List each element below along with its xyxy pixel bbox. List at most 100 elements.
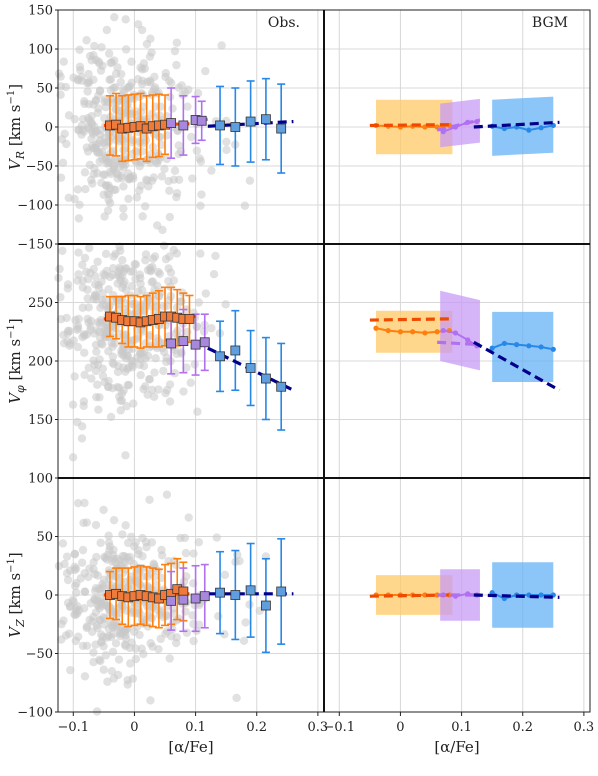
scatter-point bbox=[97, 630, 106, 639]
scatter-point bbox=[194, 537, 204, 547]
scatter-point bbox=[104, 382, 113, 392]
scatter-point bbox=[190, 360, 199, 369]
scatter-point bbox=[75, 200, 84, 210]
scatter-point bbox=[101, 152, 110, 161]
scatter-point bbox=[77, 558, 87, 567]
scatter-point bbox=[196, 249, 205, 258]
scatter-point bbox=[196, 157, 206, 166]
marker-blue bbox=[245, 116, 256, 127]
scatter-point bbox=[90, 569, 100, 579]
scatter-point bbox=[145, 374, 154, 384]
scatter-point bbox=[96, 339, 106, 348]
scatter-point bbox=[189, 549, 198, 558]
scatter-point bbox=[60, 129, 69, 139]
scatter-point bbox=[153, 148, 163, 158]
scatter-point bbox=[154, 644, 163, 654]
x-tick-label: 0 bbox=[130, 720, 138, 735]
scatter-point bbox=[114, 361, 123, 371]
scatter-point bbox=[138, 212, 147, 221]
scatter-point bbox=[149, 392, 159, 401]
scatter-point bbox=[209, 269, 219, 279]
scatter-point bbox=[201, 289, 211, 298]
scatter-point bbox=[156, 634, 165, 644]
scatter-point bbox=[143, 296, 153, 305]
scatter-point bbox=[120, 552, 129, 561]
scatter-point bbox=[136, 181, 146, 191]
scatter-point bbox=[182, 572, 191, 581]
scatter-point bbox=[135, 630, 144, 640]
scatter-point bbox=[83, 274, 93, 284]
scatter-point bbox=[99, 505, 108, 515]
scatter-point bbox=[131, 146, 141, 156]
scatter-point bbox=[123, 680, 132, 689]
scatter-point bbox=[69, 73, 78, 82]
marker-purple bbox=[178, 336, 189, 347]
scatter-point bbox=[116, 77, 125, 87]
scatter-point bbox=[74, 126, 83, 135]
scatter-point bbox=[179, 387, 188, 396]
scatter-point bbox=[165, 92, 175, 102]
marker-blue bbox=[276, 123, 287, 134]
scatter-point bbox=[57, 619, 66, 629]
scatter-point bbox=[161, 68, 171, 78]
x-axis-label: [α/Fe] bbox=[168, 738, 213, 756]
scatter-point bbox=[56, 173, 66, 182]
scatter-point bbox=[73, 276, 82, 285]
scatter-point bbox=[113, 170, 122, 179]
marker-blue bbox=[261, 600, 271, 611]
scatter-point bbox=[109, 515, 119, 525]
scatter-point bbox=[141, 250, 151, 259]
scatter-point bbox=[87, 111, 96, 121]
model-point-orange_line bbox=[385, 327, 391, 334]
scatter-point bbox=[127, 57, 136, 66]
scatter-point bbox=[131, 538, 140, 547]
scatter-point bbox=[63, 284, 73, 293]
x-tick-label: 0.1 bbox=[451, 720, 472, 735]
scatter-point bbox=[90, 291, 100, 301]
scatter-point bbox=[82, 78, 92, 88]
scatter-point bbox=[222, 145, 231, 155]
scatter-point bbox=[102, 25, 112, 35]
scatter-point bbox=[154, 385, 163, 394]
scatter-point bbox=[164, 276, 173, 286]
scatter-point bbox=[58, 158, 68, 168]
scatter-point bbox=[98, 295, 107, 305]
scatter-point bbox=[133, 20, 143, 29]
scatter-point bbox=[194, 298, 204, 307]
scatter-point bbox=[89, 648, 98, 657]
scatter-point bbox=[245, 176, 255, 185]
scatter-point bbox=[63, 575, 73, 585]
scatter-point bbox=[98, 371, 108, 381]
scatter-point bbox=[78, 545, 88, 555]
scatter-point bbox=[128, 267, 138, 276]
scatter-point bbox=[80, 370, 89, 380]
y-tick-label: −150 bbox=[17, 238, 53, 253]
scatter-point bbox=[86, 322, 95, 331]
scatter-point bbox=[89, 657, 98, 667]
scatter-point bbox=[99, 665, 108, 674]
scatter-point bbox=[62, 552, 72, 561]
scatter-point bbox=[121, 367, 130, 376]
y-tick-label: −50 bbox=[26, 647, 53, 662]
scatter-point bbox=[90, 41, 99, 51]
scatter-point bbox=[95, 393, 104, 402]
scatter-point bbox=[100, 170, 110, 179]
scatter-point bbox=[109, 83, 118, 93]
scatter-point bbox=[92, 347, 101, 356]
scatter-point bbox=[110, 13, 119, 22]
scatter-point bbox=[80, 568, 89, 578]
scatter-point bbox=[136, 370, 145, 380]
scatter-point bbox=[78, 283, 87, 292]
scatter-point bbox=[74, 324, 83, 333]
scatter-point bbox=[165, 186, 174, 195]
scatter-point bbox=[72, 417, 82, 427]
scatter-point bbox=[105, 272, 115, 282]
band-blue_band bbox=[492, 96, 554, 156]
x-tick-label: 0.1 bbox=[185, 720, 206, 735]
scatter-point bbox=[147, 278, 156, 287]
marker-blue bbox=[230, 122, 241, 132]
y-tick-label: −50 bbox=[26, 160, 53, 175]
scatter-point bbox=[56, 90, 65, 100]
scatter-point bbox=[101, 651, 111, 660]
